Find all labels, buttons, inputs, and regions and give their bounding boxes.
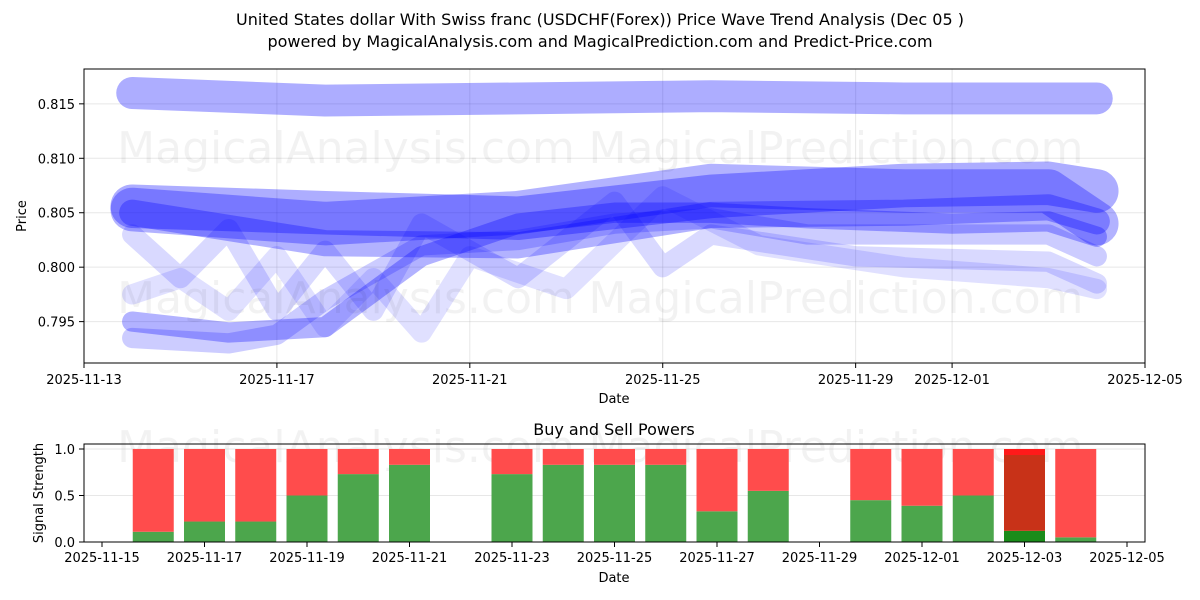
bars: [132, 449, 1097, 542]
x-axis-label: Date: [598, 571, 629, 586]
wave-bands: [110, 77, 1119, 354]
y-axis-label: Price: [15, 200, 30, 232]
y-axis: 0.795 0.800 0.805 0.810 0.815: [38, 98, 84, 331]
y-tick-label: 1.0: [54, 443, 75, 458]
wave-band: [122, 202, 1107, 343]
y-tick-label: 0.810: [38, 152, 75, 167]
wave-band: [116, 77, 1113, 117]
buy-bar: [542, 464, 584, 542]
x-axis-label: Date: [598, 392, 629, 407]
y-axis-label: Signal Strength: [32, 443, 47, 543]
x-tick-label: 2025-11-15: [64, 551, 140, 566]
sell-bar: [491, 449, 533, 475]
x-tick-label: 2025-11-17: [239, 373, 315, 388]
buy-bar: [184, 521, 225, 542]
sell-bar: [696, 449, 738, 512]
buy-bar: [286, 495, 328, 542]
chart-title: United States dollar With Swiss franc (U…: [236, 10, 964, 29]
buy-bar: [491, 474, 533, 542]
sell-bar: [594, 449, 635, 465]
buy-bar: [1055, 537, 1097, 542]
watermark: MagicalAnalysis.com: [117, 123, 575, 174]
plot-frame: [83, 68, 1146, 364]
x-tick-label: 2025-12-03: [987, 551, 1063, 566]
buy-bar: [132, 531, 174, 542]
sell-bar: [850, 449, 892, 501]
buy-bar: [850, 500, 892, 542]
chart-subtitle: powered by MagicalAnalysis.com and Magic…: [267, 32, 933, 51]
buy-bar: [1004, 530, 1045, 542]
buy-bar: [696, 511, 738, 542]
x-tick-label: 2025-11-23: [474, 551, 550, 566]
wave-band: [122, 186, 1107, 343]
sell-bar-top: [1004, 449, 1045, 455]
wave-band: [122, 208, 1107, 354]
y-tick-label: 0.805: [38, 207, 75, 222]
y-tick-label: 0.800: [38, 261, 75, 276]
sell-bar: [1004, 449, 1045, 531]
buy-bar: [337, 474, 379, 542]
wave-band: [122, 191, 1107, 321]
buy-bar: [645, 464, 687, 542]
y-tick-label: 0.5: [54, 490, 75, 505]
x-tick-label: 2025-11-21: [432, 373, 508, 388]
watermark: MagicalPrediction.com: [589, 123, 1084, 174]
x-tick-label: 2025-12-01: [884, 551, 960, 566]
sell-bar: [901, 449, 943, 506]
x-tick-label: 2025-12-01: [914, 373, 990, 388]
y-tick-label: 0.815: [38, 98, 75, 113]
wave-band: [110, 163, 1119, 246]
y-tick-label: 0.795: [38, 316, 75, 331]
x-tick-label: 2025-11-25: [577, 551, 653, 566]
buy-sell-chart: Buy and Sell Powers MagicalAnalysis.com …: [32, 420, 1165, 586]
x-tick-label: 2025-12-05: [1089, 551, 1165, 566]
x-tick-label: 2025-11-25: [625, 373, 701, 388]
x-tick-label: 2025-11-13: [46, 373, 122, 388]
y-axis: 0.0 0.5 1.0: [54, 443, 84, 551]
buy-bar: [389, 464, 430, 542]
sell-bar: [235, 449, 277, 522]
x-axis: 2025-11-13 2025-11-17 2025-11-21 2025-11-25…: [46, 363, 1183, 388]
sell-bar: [337, 449, 379, 475]
buy-bar: [747, 490, 789, 542]
watermark: MagicalAnalysis.com: [117, 273, 575, 324]
x-tick-label: 2025-12-05: [1107, 373, 1183, 388]
wave-band: [110, 161, 1119, 240]
sell-bar: [286, 449, 328, 496]
x-tick-label: 2025-11-17: [167, 551, 243, 566]
sell-bar: [542, 449, 584, 465]
x-axis: 2025-11-15 2025-11-17 2025-11-19 2025-11-21…: [64, 542, 1165, 566]
sell-bar: [132, 449, 174, 532]
sell-bar: [952, 449, 994, 496]
buy-bar: [952, 495, 994, 542]
sell-bar: [645, 449, 687, 465]
buy-bar: [235, 521, 277, 542]
x-tick-label: 2025-11-21: [372, 551, 448, 566]
buy-bar: [594, 464, 635, 542]
buy-bar: [901, 505, 943, 542]
price-chart: MagicalAnalysis.com MagicalPrediction.co…: [15, 68, 1183, 407]
y-tick-label: 0.0: [54, 536, 75, 551]
sell-bar: [389, 449, 430, 465]
x-tick-label: 2025-11-29: [782, 551, 858, 566]
sell-bar: [747, 449, 789, 491]
watermark: MagicalPrediction.com: [589, 273, 1084, 324]
x-tick-label: 2025-11-27: [679, 551, 755, 566]
x-tick-label: 2025-11-29: [818, 373, 894, 388]
sell-bar: [1055, 449, 1097, 538]
x-tick-label: 2025-11-19: [269, 551, 345, 566]
sell-bar: [184, 449, 225, 522]
subchart-title: Buy and Sell Powers: [533, 420, 695, 439]
wave-band: [119, 194, 1110, 259]
